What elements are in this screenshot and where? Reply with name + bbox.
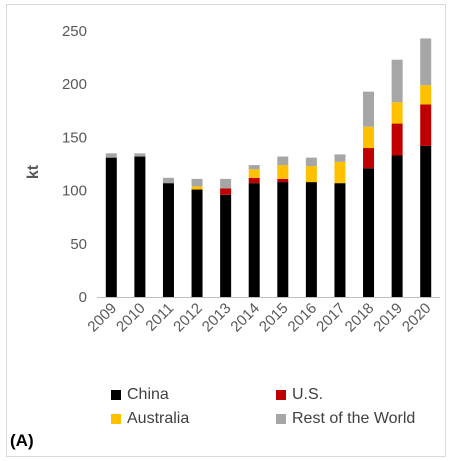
legend-swatch-australia [111,414,121,424]
bar-segment-u-s-2014 [248,177,260,184]
bar-segment-australia-2019 [391,102,403,124]
bar-segment-rest-of-the-world-2017 [334,154,346,162]
bar-segment-china-2020 [420,145,432,297]
legend-label-us: U.S. [292,386,324,403]
bar-segment-australia-2016 [305,166,317,183]
legend-item-australia: Australia [111,410,189,428]
bar-segment-u-s-2019 [391,123,403,156]
legend-item-us: U.S. [276,386,323,404]
bar-segment-china-2017 [334,183,346,297]
bar-segment-china-2010 [134,156,146,297]
bar-segment-china-2015 [277,182,289,297]
bar-segment-u-s-2015 [277,178,289,183]
legend-label-china: China [127,386,169,403]
bar-segment-australia-2017 [334,161,346,184]
bar-segment-u-s-2013 [220,188,232,195]
bar-segment-rest-of-the-world-2010 [134,153,146,157]
bar-segment-rest-of-the-world-2015 [277,156,289,166]
bar-segment-china-2013 [220,194,232,297]
bar-segment-u-s-2018 [363,148,375,169]
bar-segment-rest-of-the-world-2016 [305,157,317,167]
bar-segment-australia-2014 [248,169,260,178]
bar-segment-rest-of-the-world-2020 [420,38,432,86]
bar-segment-china-2016 [305,182,317,297]
bar-segment-australia-2018 [363,126,375,149]
figure-frame [6,4,446,457]
bar-segment-china-2019 [391,155,403,297]
bar-segment-china-2018 [363,168,375,297]
bar-segment-rest-of-the-world-2019 [391,59,403,103]
bar-segment-china-2009 [105,157,117,297]
bar-segment-australia-2012 [191,186,203,190]
bar-segment-china-2014 [248,183,260,297]
legend-label-australia: Australia [127,410,190,427]
legend-swatch-china [111,390,121,400]
bar-segment-rest-of-the-world-2011 [162,177,174,184]
bar-segment-rest-of-the-world-2013 [220,178,232,189]
legend-item-rest-of-world: Rest of the World [276,410,415,428]
bar-segment-china-2011 [162,183,174,297]
y-tick-label: 200 [62,76,87,93]
y-tick-label: 250 [62,23,87,40]
bar-segment-australia-2015 [277,165,289,179]
bar-segment-rest-of-the-world-2018 [363,91,375,127]
legend-swatch-us [276,390,286,400]
legend-swatch-rest-of-world [276,414,286,424]
bar-segment-rest-of-the-world-2009 [105,153,117,158]
legend-label-rest-of-world: Rest of the World [292,410,416,427]
y-tick-label: 150 [62,129,87,146]
y-tick-label: 0 [79,289,87,306]
y-axis: 0 50 100 150 200 250 [62,23,87,306]
y-axis-label: kt [25,164,42,179]
bar-segment-rest-of-the-world-2014 [248,165,260,170]
legend-item-china: China [111,386,169,404]
bar-segment-australia-2020 [420,85,432,105]
bar-segment-u-s-2020 [420,104,432,146]
panel-label: (A) [10,431,34,450]
bar-segment-rest-of-the-world-2012 [191,178,203,187]
y-tick-label: 100 [62,183,87,200]
y-tick-label: 50 [70,236,87,253]
bar-segment-china-2012 [191,189,203,297]
bars-group [105,38,432,297]
